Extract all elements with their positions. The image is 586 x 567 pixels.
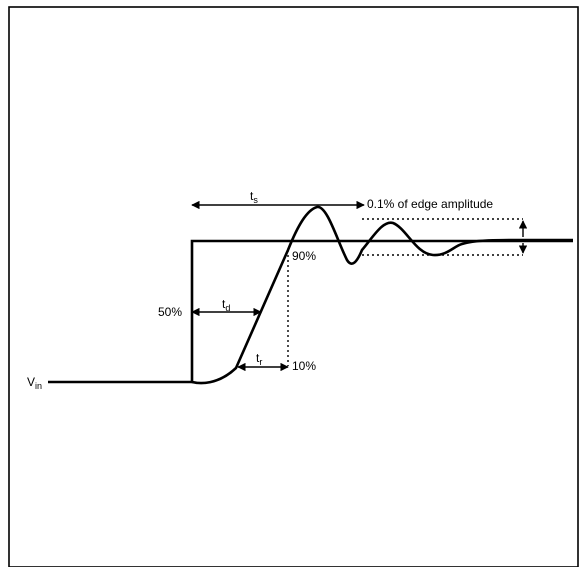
diagram-frame — [8, 6, 579, 567]
tr-label: tr — [256, 351, 262, 367]
ts-label: ts — [250, 189, 258, 205]
edge-amplitude-label: 0.1% of edge amplitude — [367, 197, 493, 211]
vin-label: Vin — [27, 375, 42, 391]
td-label: td — [222, 297, 230, 313]
pct-90-label: 90% — [292, 249, 316, 263]
output-response-curve — [191, 205, 573, 385]
pct-50-label: 50% — [158, 305, 182, 319]
pct-10-label: 10% — [292, 359, 316, 373]
